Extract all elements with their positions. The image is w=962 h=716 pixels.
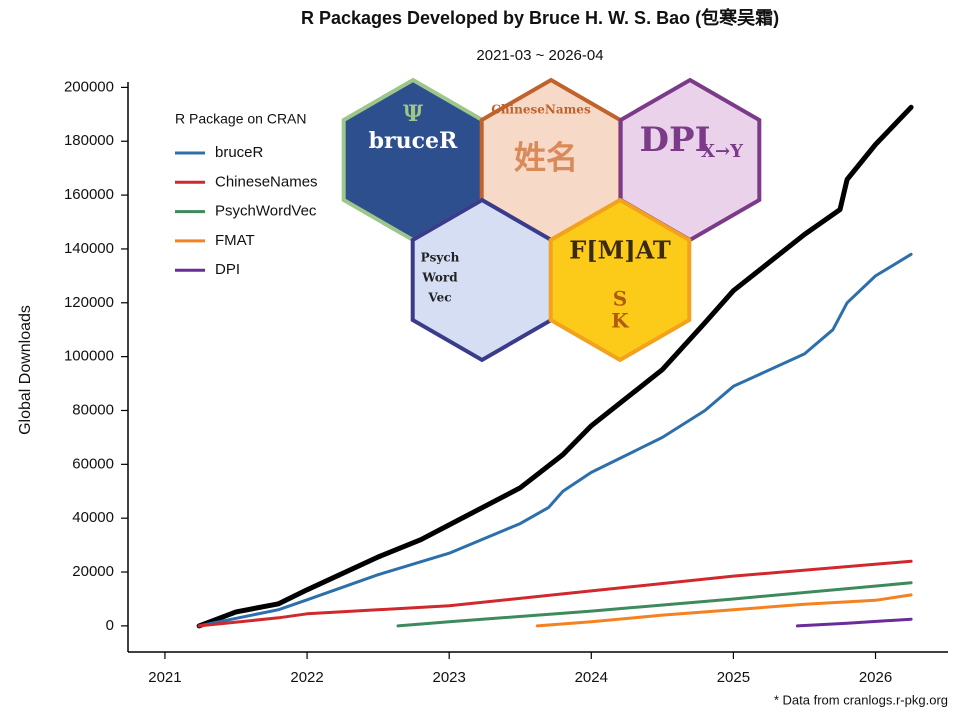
y-tick-label: 140000 [64, 240, 114, 257]
x-tick-label: 2025 [717, 669, 750, 686]
series-line [797, 619, 911, 626]
y-tick-label: 40000 [72, 509, 114, 526]
logo-text: Psych [421, 251, 460, 265]
legend-label: DPI [215, 261, 240, 278]
logo-text: Word [421, 271, 458, 285]
x-tick-label: 2021 [148, 669, 181, 686]
legend-label: PsychWordVec [215, 203, 317, 220]
legend-label: bruceR [215, 144, 264, 161]
y-tick-label: 100000 [64, 348, 114, 365]
y-tick-label: 180000 [64, 132, 114, 149]
logo-text: F[M]AT [569, 236, 671, 265]
logo-text: bruceR [369, 128, 458, 154]
y-tick-label: 80000 [72, 401, 114, 418]
logo-text: Vec [427, 291, 451, 305]
legend-title: R Package on CRAN [175, 111, 307, 127]
y-tick-label: 200000 [64, 78, 114, 95]
footnote: * Data from cranlogs.r-pkg.org [774, 692, 948, 707]
chart-title: R Packages Developed by Bruce H. W. S. B… [301, 7, 779, 28]
chart: R Packages Developed by Bruce H. W. S. B… [0, 0, 962, 711]
logo-text: X→Y [701, 141, 744, 162]
x-tick-label: 2023 [432, 669, 465, 686]
logo-text: K [611, 309, 629, 333]
y-axis-label: Global Downloads [17, 305, 34, 435]
x-tick-label: 2022 [290, 669, 323, 686]
x-tick-label: 2026 [859, 669, 892, 686]
y-tick-label: 0 [106, 617, 114, 634]
y-tick-label: 160000 [64, 186, 114, 203]
y-tick-label: 20000 [72, 563, 114, 580]
logo-text: 姓名 [514, 139, 578, 177]
x-tick-label: 2024 [575, 669, 608, 686]
logo-text: Ψ [403, 101, 423, 127]
legend-label: FMAT [215, 232, 255, 249]
logo-text: S [613, 287, 627, 311]
legend-label: ChineseNames [215, 173, 318, 190]
chart-subtitle: 2021-03 ~ 2026-04 [476, 47, 603, 64]
logo-text: ChineseNames [491, 103, 591, 117]
y-tick-label: 120000 [64, 294, 114, 311]
y-tick-label: 60000 [72, 455, 114, 472]
logo-text: DPI [640, 120, 711, 160]
